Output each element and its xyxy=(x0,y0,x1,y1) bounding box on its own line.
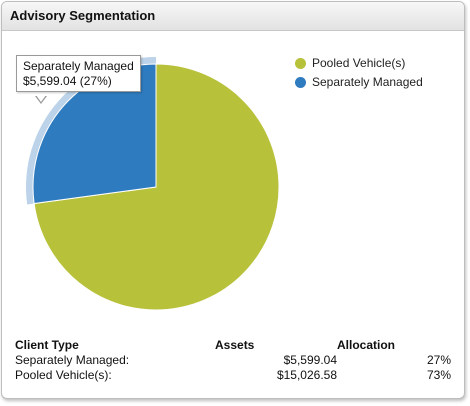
legend-item-separately-managed[interactable]: Separately Managed xyxy=(295,73,423,91)
client-type-cell: Pooled Vehicle(s): xyxy=(15,367,112,382)
tooltip-series-name: Separately Managed xyxy=(23,59,134,73)
tooltip-pointer-fill xyxy=(36,95,46,102)
table-row: Separately Managed: $5,599.04 27% xyxy=(15,352,451,367)
tooltip-value: $5,599.04 (27%) xyxy=(23,74,112,88)
pie-slice-pooled-vehicles[interactable] xyxy=(33,63,280,311)
allocation-cell: 27% xyxy=(426,352,451,367)
pie-chart xyxy=(25,57,280,311)
chart-tooltip: Separately Managed $5,599.04 (27%) xyxy=(16,55,141,92)
panel-title: Advisory Segmentation xyxy=(10,8,156,23)
legend-item-pooled-vehicles[interactable]: Pooled Vehicle(s) xyxy=(295,54,423,72)
panel-header: Advisory Segmentation xyxy=(2,2,464,31)
client-type-cell: Separately Managed: xyxy=(15,352,130,367)
legend-swatch-separately-managed-icon xyxy=(295,76,306,88)
column-header-assets: Assets xyxy=(215,337,255,352)
assets-cell: $15,026.58 xyxy=(276,367,337,382)
table-header-row: Client Type Assets Allocation xyxy=(15,337,451,352)
table-row: Pooled Vehicle(s): $15,026.58 73% xyxy=(15,367,451,382)
allocation-table: Client Type Assets Allocation Separately… xyxy=(15,337,451,382)
column-header-client-type: Client Type xyxy=(15,337,79,352)
legend-label: Separately Managed xyxy=(312,75,423,89)
allocation-cell: 73% xyxy=(426,367,451,382)
advisory-segmentation-panel: Advisory Segmentation Pooled Vehicle(s) … xyxy=(1,1,465,399)
assets-cell: $5,599.04 xyxy=(283,352,337,367)
legend-label: Pooled Vehicle(s) xyxy=(312,56,406,70)
legend-swatch-pooled-icon xyxy=(295,57,306,69)
chart-legend: Pooled Vehicle(s) Separately Managed xyxy=(295,54,423,92)
column-header-allocation: Allocation xyxy=(337,337,396,352)
